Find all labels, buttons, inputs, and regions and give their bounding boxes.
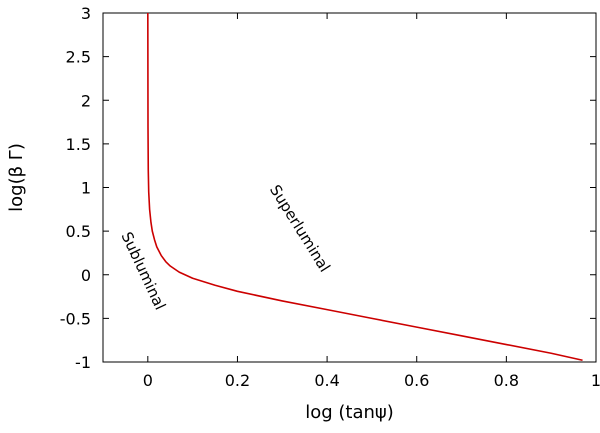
x-axis-label: log (tanψ)	[305, 402, 394, 423]
y-tick-label: 0.5	[66, 222, 91, 241]
ticks	[103, 12, 597, 363]
x-tick-label: 0.6	[404, 371, 429, 390]
y-tick-label: 2	[81, 91, 91, 110]
x-tick-label: 0.2	[225, 371, 250, 390]
y-axis-label: log(β Γ)	[6, 143, 27, 212]
annotation-label: Superluminal	[266, 182, 334, 276]
y-tick-label: 0	[81, 266, 91, 285]
series-line	[147, 12, 583, 362]
plot-frame	[102, 12, 597, 363]
series	[147, 12, 583, 362]
y-tick-label: 1.5	[66, 135, 91, 154]
x-tick-label: 1	[591, 371, 600, 390]
x-tick-label: 0	[143, 371, 153, 390]
x-tick-label: 0.4	[314, 371, 339, 390]
y-tick-label: 3	[81, 4, 91, 23]
x-tick-label: 0.8	[494, 371, 519, 390]
y-tick-label: -0.5	[60, 309, 91, 328]
y-tick-label: 2.5	[66, 48, 91, 67]
y-tick-label: 1	[81, 179, 91, 198]
y-tick-label: -1	[75, 353, 91, 372]
tick-labels: 0 0.2 0.4 0.6 0.8 1 -1 -0.5 0 0.5 1 1.5 2 2.5 3	[60, 4, 600, 390]
annotation-label: Subluminal	[118, 229, 170, 313]
